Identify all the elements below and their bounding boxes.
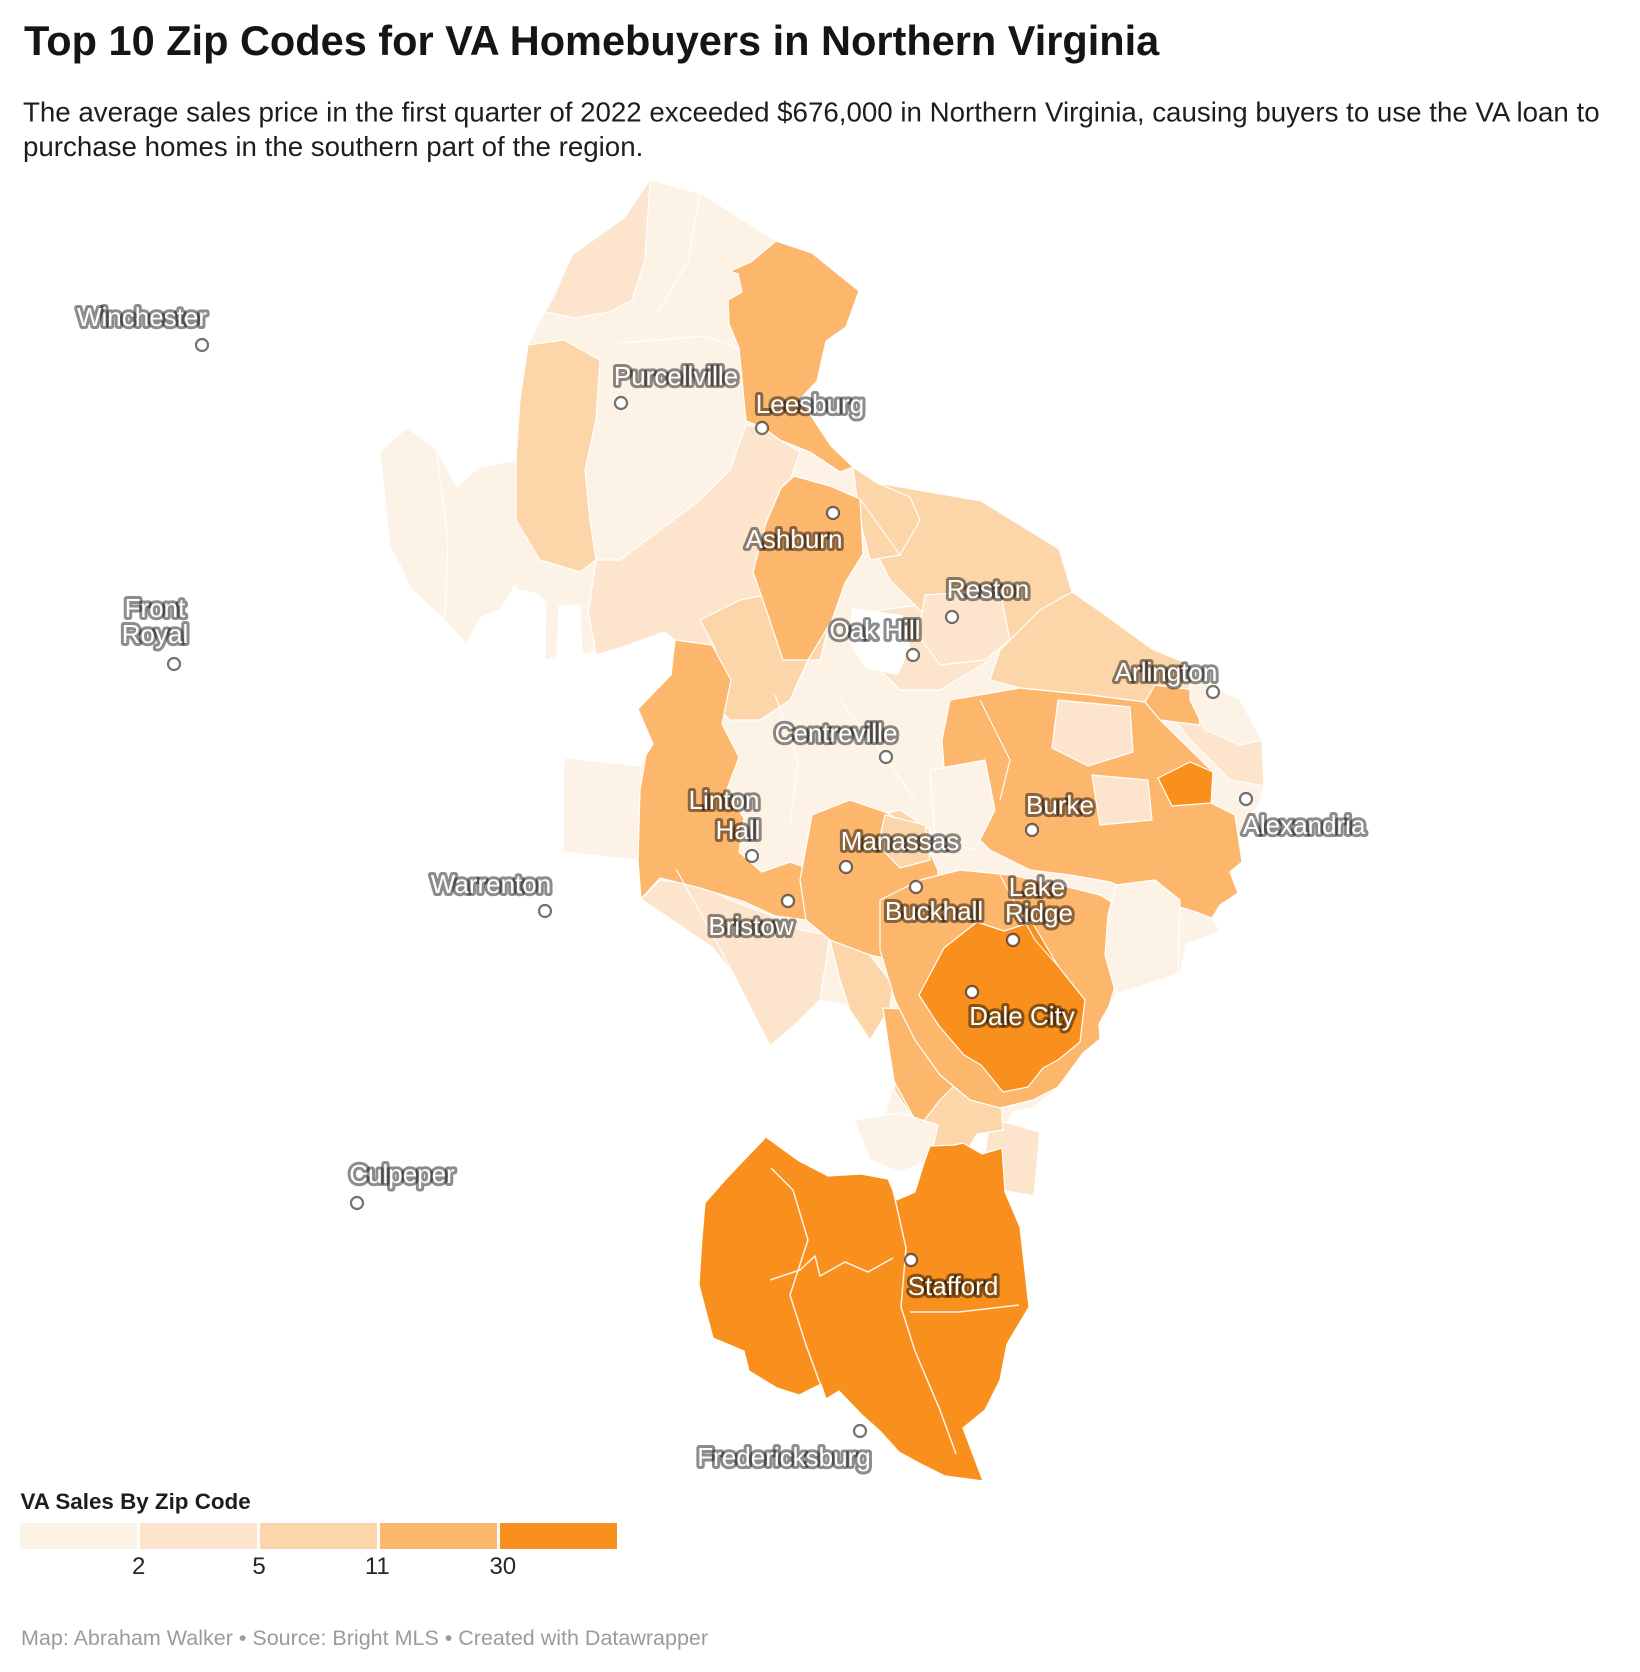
svg-text:purchase homes in the southern: purchase homes in the southern part of t… [23, 131, 643, 162]
svg-text:Reston: Reston [947, 574, 1029, 604]
svg-text:The average sales price in the: The average sales price in the first qua… [23, 97, 1600, 128]
svg-text:Centreville: Centreville [775, 718, 898, 748]
svg-text:Ridge: Ridge [1005, 898, 1073, 928]
svg-text:Winchester: Winchester [77, 302, 207, 332]
svg-text:Map: Abraham Walker • Source:: Map: Abraham Walker • Source: Bright MLS… [21, 1626, 708, 1650]
svg-text:2: 2 [132, 1553, 145, 1580]
svg-text:VA Sales By Zip Code: VA Sales By Zip Code [21, 1489, 251, 1514]
svg-text:Ashburn: Ashburn [746, 524, 843, 554]
svg-text:Bristow: Bristow [708, 911, 793, 941]
svg-text:Fredericksburg: Fredericksburg [697, 1442, 870, 1472]
svg-text:Leesburg: Leesburg [756, 389, 864, 419]
svg-text:Manassas: Manassas [841, 826, 960, 856]
svg-text:Buckhall: Buckhall [885, 896, 983, 926]
svg-text:Top 10 Zip Codes for VA Homebu: Top 10 Zip Codes for VA Homebuyers in No… [24, 17, 1160, 64]
svg-text:Stafford: Stafford [908, 1271, 999, 1301]
svg-text:Purcellville: Purcellville [614, 361, 738, 391]
svg-text:Oak Hill: Oak Hill [829, 615, 920, 645]
svg-text:30: 30 [489, 1553, 516, 1580]
svg-text:Burke: Burke [1026, 790, 1094, 820]
svg-text:Alexandria: Alexandria [1243, 810, 1366, 840]
svg-text:Linton: Linton [689, 785, 760, 815]
svg-text:11: 11 [365, 1553, 390, 1580]
svg-text:5: 5 [252, 1553, 265, 1580]
svg-text:Front: Front [125, 593, 186, 623]
svg-text:Lake: Lake [1009, 872, 1065, 902]
svg-text:Arlington: Arlington [1115, 657, 1218, 687]
svg-text:Warrenton: Warrenton [431, 869, 551, 899]
svg-text:Hall: Hall [716, 815, 761, 845]
svg-text:Culpeper: Culpeper [349, 1159, 455, 1189]
svg-text:Dale City: Dale City [969, 1001, 1074, 1031]
svg-text:Royal: Royal [122, 619, 188, 649]
